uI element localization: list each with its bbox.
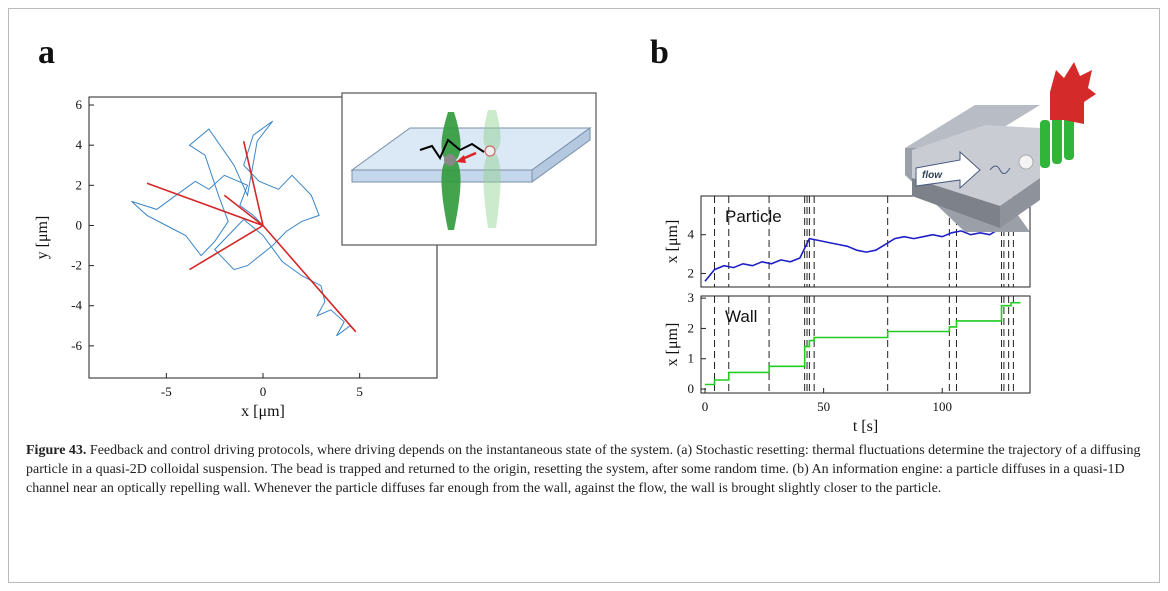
panel-label: b — [650, 34, 669, 71]
y-tick-label: 4 — [688, 227, 695, 242]
data-line — [704, 207, 1019, 282]
y-tick-label: 0 — [688, 381, 695, 396]
x-tick-label: -5 — [161, 384, 172, 399]
figure: a b -6 -4 -2 0 2 4 6 -5 0 5 x [μm] y [μm] 2 4 Particle… — [34, 34, 1096, 435]
x-tick-label: 0 — [260, 384, 267, 399]
x-axis-label: x [μm] — [241, 403, 285, 420]
y-tick-label: -2 — [71, 258, 82, 273]
x-tick-label: 100 — [932, 399, 952, 414]
x-tick-label: 50 — [817, 399, 830, 414]
y-tick-label: 4 — [76, 137, 83, 152]
y-axis-label: x [μm] — [664, 323, 681, 367]
channel-inset: flow — [905, 62, 1096, 232]
y-tick-label: 3 — [688, 290, 695, 305]
panel-label: a — [38, 34, 55, 71]
data-line — [146, 141, 357, 333]
y-tick-label: 2 — [76, 177, 83, 192]
data-line — [705, 301, 1021, 386]
y-tick-label: 1 — [688, 351, 695, 366]
caption-text: Feedback and control driving protocols, … — [26, 443, 1141, 496]
y-tick-label: 6 — [76, 97, 83, 112]
y-axis-label: x [μm] — [664, 220, 681, 264]
caption: Figure 43. Feedback and control driving … — [26, 441, 1146, 498]
figure-frame — [8, 8, 1160, 583]
y-tick-label: 2 — [688, 320, 695, 335]
y-tick-label: -4 — [71, 298, 82, 313]
trap-inset — [341, 92, 597, 246]
x-tick-label: 5 — [356, 384, 363, 399]
x-tick-label: 0 — [702, 399, 709, 414]
y-tick-label: -6 — [71, 338, 82, 353]
annotation: Wall — [725, 307, 757, 326]
y-tick-label: 0 — [76, 217, 83, 232]
y-tick-label: 2 — [688, 265, 695, 280]
inset-label: flow — [922, 170, 943, 181]
annotation: Particle — [725, 207, 782, 226]
y-axis-label: y [μm] — [34, 216, 51, 260]
caption-label: Figure 43. — [26, 443, 87, 458]
data-line — [131, 120, 357, 337]
plot-area — [700, 295, 1031, 394]
x-axis-label: t [s] — [853, 418, 878, 435]
plots: -6 -4 -2 0 2 4 6 -5 0 5 x [μm] y [μm] 2 4 Particle x [μ… — [34, 96, 1031, 435]
